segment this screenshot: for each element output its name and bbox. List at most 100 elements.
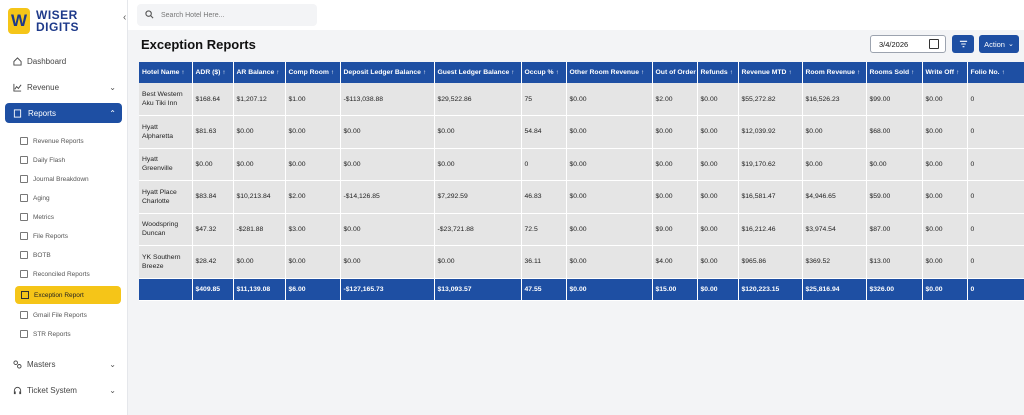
sidebar-sub-journal-breakdown[interactable]: Journal Breakdown <box>20 175 120 183</box>
sidebar-sub-metrics[interactable]: Metrics <box>20 213 120 221</box>
column-header[interactable]: Deposit Ledger Balance ↑ <box>340 62 435 83</box>
sort-arrow-icon[interactable]: ↑ <box>729 70 733 76</box>
sort-arrow-icon[interactable]: ↑ <box>788 70 792 76</box>
table-cell: 0 <box>967 148 1024 181</box>
total-cell: $326.00 <box>866 278 923 301</box>
sidebar-item-ticket-system[interactable]: Ticket System ⌄ <box>12 385 120 395</box>
column-header[interactable]: Hotel Name ↑ <box>139 62 193 83</box>
table-cell: $0.00 <box>434 245 522 279</box>
table-cell: $0.00 <box>922 83 968 116</box>
column-header-label: Out of Order <box>655 69 696 76</box>
sort-arrow-icon[interactable]: ↑ <box>555 70 559 76</box>
column-header[interactable]: Occup % ↑ <box>521 62 567 83</box>
column-header[interactable]: AR Balance ↑ <box>233 62 286 83</box>
document-icon <box>20 251 28 259</box>
logo[interactable]: W WISER DIGITS <box>8 8 79 34</box>
column-header-label: Write Off <box>925 69 955 76</box>
table-cell: $0.00 <box>340 213 435 246</box>
sort-arrow-icon[interactable]: ↑ <box>1001 70 1005 76</box>
chevron-down-icon: ⌄ <box>109 385 116 395</box>
table-cell: 0 <box>521 148 567 181</box>
sort-arrow-icon[interactable]: ↑ <box>330 70 334 76</box>
table-row[interactable]: Hyatt Greenville $0.00 $0.00 $0.00 $0.00 $0.0… <box>139 148 1024 181</box>
sidebar-item-masters[interactable]: Masters ⌄ <box>12 359 120 369</box>
table-row[interactable]: Hyatt Place Charlotte $83.84 $10,213.84 $2.… <box>139 180 1024 214</box>
filter-icon <box>959 40 967 48</box>
table-cell: 0 <box>967 115 1024 149</box>
sidebar-sub-daily-flash[interactable]: Daily Flash <box>20 156 120 164</box>
column-header-label: Guest Ledger Balance <box>437 69 510 76</box>
table-cell: $0.00 <box>922 180 968 214</box>
column-header-label: Deposit Ledger Balance <box>343 69 421 76</box>
sidebar-sub-gmail-file-reports[interactable]: Gmail File Reports <box>20 311 120 319</box>
sidebar-item-reports[interactable]: Reports ⌃ <box>5 103 122 123</box>
sidebar-sub-aging[interactable]: Aging <box>20 194 120 202</box>
column-header[interactable]: ADR ($) ↑ <box>192 62 234 83</box>
column-header-label: AR Balance <box>236 69 275 76</box>
sort-arrow-icon[interactable]: ↑ <box>856 70 860 76</box>
hotel-name-cell: Woodspring Duncan <box>139 213 193 246</box>
sort-arrow-icon[interactable]: ↑ <box>511 70 515 76</box>
sidebar-sub-file-reports[interactable]: File Reports <box>20 232 120 240</box>
column-header[interactable]: Guest Ledger Balance ↑ <box>434 62 522 83</box>
sidebar-sub-reconciled-reports[interactable]: Reconciled Reports <box>20 270 120 278</box>
sidebar-sub-botb[interactable]: BOTB <box>20 251 120 259</box>
sort-arrow-icon[interactable]: ↑ <box>641 70 644 76</box>
table-cell: $3.00 <box>285 213 341 246</box>
table-cell: $168.64 <box>192 83 234 116</box>
total-cell: $25,816.94 <box>802 278 867 301</box>
hotel-name-cell: Hyatt Alpharetta <box>139 115 193 149</box>
sort-arrow-icon[interactable]: ↑ <box>222 70 226 76</box>
sub-item-label: Gmail File Reports <box>33 311 87 319</box>
total-cell: $13,093.57 <box>434 278 522 301</box>
date-value: 3/4/2026 <box>879 39 909 49</box>
table-cell: $0.00 <box>802 148 867 181</box>
sidebar-sub-str-reports[interactable]: STR Reports <box>20 330 120 338</box>
column-header[interactable]: Revenue MTD ↑ <box>738 62 803 83</box>
date-picker[interactable]: 3/4/2026 <box>870 35 946 53</box>
sidebar-item-revenue[interactable]: Revenue ⌄ <box>12 82 120 92</box>
filter-button[interactable] <box>952 35 974 53</box>
column-header[interactable]: Rooms Sold ↑ <box>866 62 923 83</box>
table-cell: $0.00 <box>233 245 286 279</box>
sort-arrow-icon[interactable]: ↑ <box>181 70 185 76</box>
document-icon <box>20 175 28 183</box>
logo-line-2: DIGITS <box>36 20 80 34</box>
document-icon <box>21 291 29 299</box>
sub-item-label: Reconciled Reports <box>33 270 90 278</box>
table-cell: $16,581.47 <box>738 180 803 214</box>
hotel-name-cell: Best Western Aku Tiki Inn <box>139 83 193 116</box>
sidebar-sub-exception-report[interactable]: Exception Report <box>15 286 121 304</box>
search-input[interactable]: Search Hotel Here... <box>137 4 317 26</box>
column-header[interactable]: Write Off ↑ <box>922 62 968 83</box>
table-cell: $10,213.84 <box>233 180 286 214</box>
chevron-down-icon: ⌄ <box>109 359 116 369</box>
logo-mark: W <box>8 8 30 34</box>
calendar-icon[interactable] <box>929 39 939 49</box>
sort-arrow-icon[interactable]: ↑ <box>276 70 280 76</box>
table-row[interactable]: Woodspring Duncan $47.32 -$281.88 $3.00 $0.0… <box>139 213 1024 246</box>
column-header[interactable]: Out of Order↑ <box>652 62 698 83</box>
action-dropdown-button[interactable]: Action ⌄ <box>979 35 1019 53</box>
column-header[interactable]: Folio No. ↑ <box>967 62 1024 83</box>
table-row[interactable]: Hyatt Alpharetta $81.63 $0.00 $0.00 $0.00 $0.… <box>139 115 1024 149</box>
hotel-name-cell: Hyatt Place Charlotte <box>139 180 193 214</box>
column-header[interactable]: Other Room Revenue ↑ <box>566 62 653 83</box>
sort-arrow-icon[interactable]: ↑ <box>422 70 426 76</box>
table-cell: $2.00 <box>285 180 341 214</box>
sidebar-item-dashboard[interactable]: Dashboard <box>12 56 120 66</box>
collapse-sidebar-button[interactable]: ‹ <box>123 12 127 23</box>
column-header[interactable]: Room Revenue ↑ <box>802 62 867 83</box>
table-cell: $9.00 <box>652 213 698 246</box>
table-row[interactable]: Best Western Aku Tiki Inn $168.64 $1,207.1… <box>139 83 1024 116</box>
table-cell: $83.84 <box>192 180 234 214</box>
sort-arrow-icon[interactable]: ↑ <box>911 70 915 76</box>
column-header[interactable]: Comp Room ↑ <box>285 62 341 83</box>
table-cell: $0.00 <box>652 180 698 214</box>
table-row[interactable]: YK Southern Breeze $28.42 $0.00 $0.00 $0.00 $… <box>139 245 1024 279</box>
logo-line-1: WISER <box>36 8 78 22</box>
sidebar-sub-revenue-reports[interactable]: Revenue Reports <box>20 137 120 145</box>
sort-arrow-icon[interactable]: ↑ <box>956 70 960 76</box>
table-cell: $0.00 <box>697 213 739 246</box>
column-header[interactable]: Refunds ↑ <box>697 62 739 83</box>
